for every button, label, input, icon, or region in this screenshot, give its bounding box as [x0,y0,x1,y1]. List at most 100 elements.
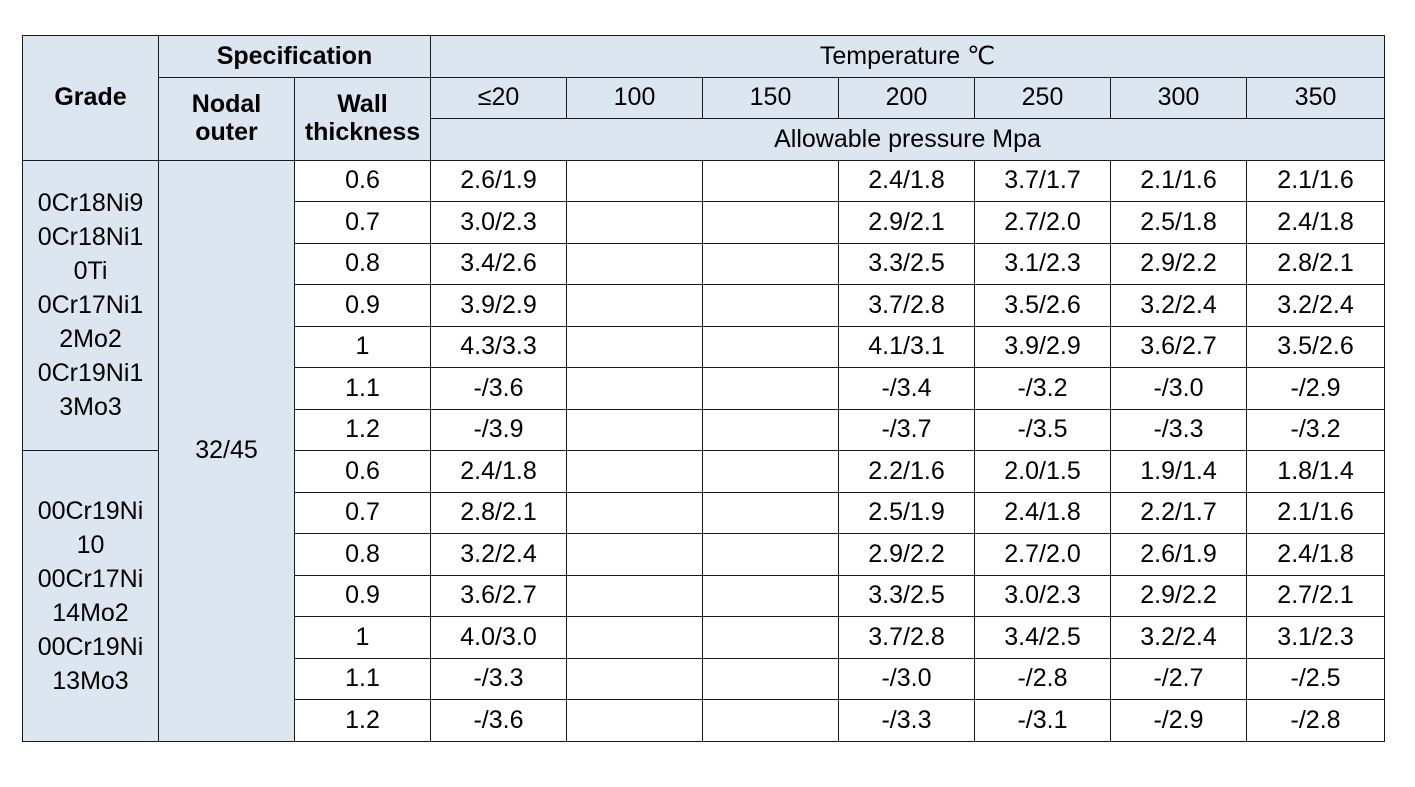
table-row: 0.9 3.9/2.9 3.7/2.8 3.5/2.6 3.2/2.4 3.2/2.4 [23,284,1386,327]
pressure-cell: 3.6/2.7 [430,574,567,617]
pressure-cell: -/3.2 [1245,408,1386,451]
pressure-cell: 2.6/1.9 [1110,533,1247,576]
temp-header: 300 [1110,76,1247,119]
pressure-cell: 3.7/1.7 [974,159,1111,202]
allowable-pressure-header: Allowable pressure Mpa [429,118,1386,161]
nodal-outer-header: Nodal outer [158,76,295,161]
pressure-cell: 1.9/1.4 [1110,450,1247,493]
pressure-cell: 2.8/2.1 [1245,242,1386,285]
wall-thickness-cell: 1.1 [294,657,431,700]
table-row: 0.8 3.4/2.6 3.3/2.5 3.1/2.3 2.9/2.2 2.8/2.1 [23,242,1386,285]
table-row: 1 4.0/3.0 3.7/2.8 3.4/2.5 3.2/2.4 3.1/2.3 [23,616,1386,659]
pressure-cell [702,325,839,368]
pressure-cell [702,242,839,285]
temp-header: 150 [702,76,839,119]
pressure-cell: 2.7/2.1 [1245,574,1386,617]
grade-line: 10 [76,530,105,559]
wall-thickness-cell: 1.2 [294,699,431,742]
pressure-table: Grade Specification Temperature ℃ Nodal … [22,35,1386,742]
wall-thickness-cell: 0.8 [294,242,431,285]
pressure-cell: -/2.8 [1245,699,1386,742]
pressure-cell: 3.2/2.4 [1245,284,1386,327]
grade-line: 14Mo2 [52,598,129,627]
pressure-cell: -/3.9 [430,408,567,451]
specification-header: Specification [158,35,431,78]
wall-thickness-cell: 0.7 [294,491,431,534]
pressure-cell: 3.1/2.3 [1245,616,1386,659]
wall-thickness-header: Wall thickness [294,76,431,161]
pressure-cell [702,201,839,244]
pressure-cell: 2.1/1.6 [1245,491,1386,534]
grade-line: 00Cr19Ni [37,496,144,525]
pressure-cell: 3.2/2.4 [1110,616,1247,659]
table-row: 1 4.3/3.3 4.1/3.1 3.9/2.9 3.6/2.7 3.5/2.6 [23,325,1386,368]
pressure-cell: 3.9/2.9 [974,325,1111,368]
wall-thickness-cell: 0.6 [294,159,431,202]
pressure-cell [702,491,839,534]
pressure-cell [566,657,703,700]
pressure-cell: -/2.7 [1110,657,1247,700]
grade-line: 0Ti [73,257,108,286]
pressure-cell: 3.7/2.8 [838,284,975,327]
pressure-cell: 4.0/3.0 [430,616,567,659]
pressure-cell: 2.9/2.2 [1110,242,1247,285]
pressure-cell [702,367,839,410]
wall-thickness-cell: 0.8 [294,533,431,576]
pressure-cell: 2.7/2.0 [974,201,1111,244]
pressure-cell: -/3.5 [974,408,1111,451]
pressure-cell: 2.2/1.7 [1110,491,1247,534]
table-row: 0.8 3.2/2.4 2.9/2.2 2.7/2.0 2.6/1.9 2.4/1.8 [23,533,1386,576]
pressure-cell: 3.3/2.5 [838,242,975,285]
pressure-cell: -/2.8 [974,657,1111,700]
pressure-cell [566,450,703,493]
grade-header: Grade [22,35,159,161]
wall-thickness-cell: 1.1 [294,367,431,410]
wall-line1: Wall [337,90,388,118]
pressure-cell: -/2.9 [1245,367,1386,410]
pressure-cell: 3.6/2.7 [1110,325,1247,368]
pressure-cell: 3.5/2.6 [974,284,1111,327]
grade-cell: 0Cr18Ni9 0Cr18Ni1 0Ti 0Cr17Ni1 2Mo2 0Cr19Ni1 3… [22,159,159,451]
wall-thickness-cell: 1.2 [294,408,431,451]
pressure-cell: 2.4/1.8 [1245,201,1386,244]
wall-thickness-cell: 0.9 [294,284,431,327]
pressure-cell [702,533,839,576]
wall-thickness-cell: 0.6 [294,450,431,493]
pressure-cell: 4.3/3.3 [430,325,567,368]
wall-thickness-cell: 1 [294,325,431,368]
pressure-cell: 3.9/2.9 [430,284,567,327]
table-row: 1.2 -/3.6 -/3.3 -/3.1 -/2.9 -/2.8 [23,699,1386,742]
pressure-cell: -/3.2 [974,367,1111,410]
temperature-header: Temperature ℃ [429,35,1386,78]
spec-value-cell: 32/45 [158,159,295,742]
wall-thickness-cell: 0.9 [294,574,431,617]
pressure-cell [566,699,703,742]
pressure-cell: 3.0/2.3 [430,201,567,244]
pressure-cell [702,657,839,700]
pressure-cell: 2.6/1.9 [430,159,567,202]
pressure-cell: 2.8/2.1 [430,491,567,534]
grade-line: 0Cr17Ni1 [37,291,144,320]
pressure-cell: 3.7/2.8 [838,616,975,659]
pressure-cell: 3.2/2.4 [430,533,567,576]
pressure-cell [566,616,703,659]
pressure-cell: 2.1/1.6 [1110,159,1247,202]
grade-line: 0Cr18Ni1 [37,223,144,252]
pressure-cell: 3.0/2.3 [974,574,1111,617]
pressure-cell: -/3.3 [1110,408,1247,451]
pressure-cell [566,408,703,451]
pressure-cell [702,284,839,327]
pressure-cell: 2.4/1.8 [430,450,567,493]
grade-line: 0Cr19Ni1 [37,359,144,388]
wall-line2: thickness [304,117,421,146]
pressure-cell: 2.1/1.6 [1245,159,1386,202]
wall-thickness-cell: 1 [294,616,431,659]
pressure-cell: -/3.0 [838,657,975,700]
pressure-cell: -/3.7 [838,408,975,451]
nodal-outer-line2: outer [195,117,258,146]
pressure-cell: 2.5/1.9 [838,491,975,534]
pressure-cell: 2.7/2.0 [974,533,1111,576]
pressure-cell: -/3.3 [430,657,567,700]
grade-line: 3Mo3 [59,393,122,422]
table-row: 00Cr19Ni 10 00Cr17Ni 14Mo2 00Cr19Ni 13Mo3 0.6 2… [22,450,1386,742]
